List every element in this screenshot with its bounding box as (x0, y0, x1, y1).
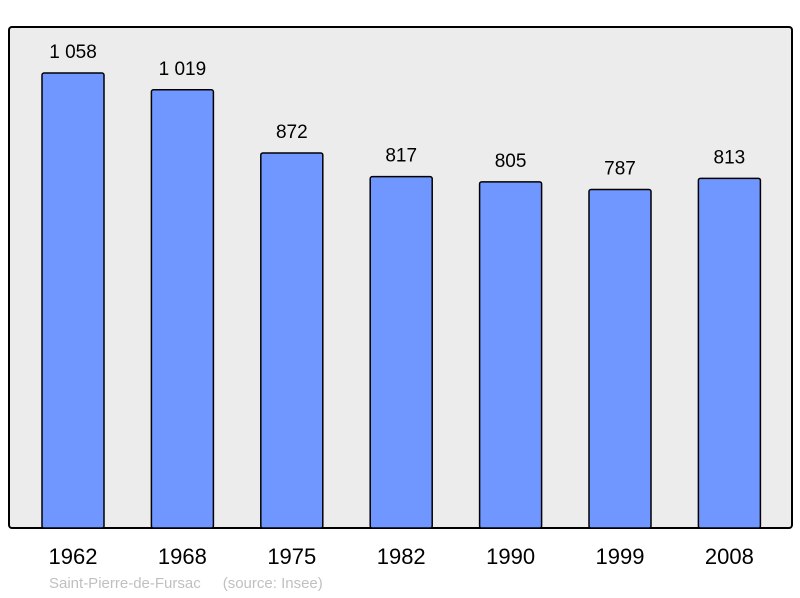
x-tick-label-1975: 1975 (267, 544, 316, 569)
value-label-1962: 1 058 (49, 42, 97, 63)
caption-source: (source: Insee) (222, 575, 323, 592)
bar-1962 (41, 72, 105, 529)
value-label-2008: 813 (714, 147, 746, 168)
x-tick-label-2008: 2008 (705, 544, 754, 569)
bar-1968 (150, 89, 215, 529)
value-label-1975: 872 (276, 122, 308, 143)
bar-2008 (697, 177, 762, 529)
value-label-1982: 817 (385, 146, 417, 167)
bar-1999 (588, 188, 652, 529)
x-tick-label-1999: 1999 (596, 544, 645, 569)
x-tick-label-1990: 1990 (486, 544, 535, 569)
value-label-1968: 1 019 (159, 59, 207, 80)
bar-1975 (260, 152, 324, 529)
bar-1982 (369, 175, 433, 529)
x-tick-label-1982: 1982 (377, 544, 426, 569)
x-tick-label-1968: 1968 (158, 544, 207, 569)
value-label-1999: 787 (604, 159, 636, 180)
x-tick-label-1962: 1962 (49, 544, 98, 569)
value-label-1990: 805 (495, 151, 527, 172)
caption: Saint-Pierre-de-Fursac (source: Insee) (49, 575, 345, 592)
caption-place: Saint-Pierre-de-Fursac (49, 575, 201, 592)
bar-1990 (478, 181, 543, 529)
